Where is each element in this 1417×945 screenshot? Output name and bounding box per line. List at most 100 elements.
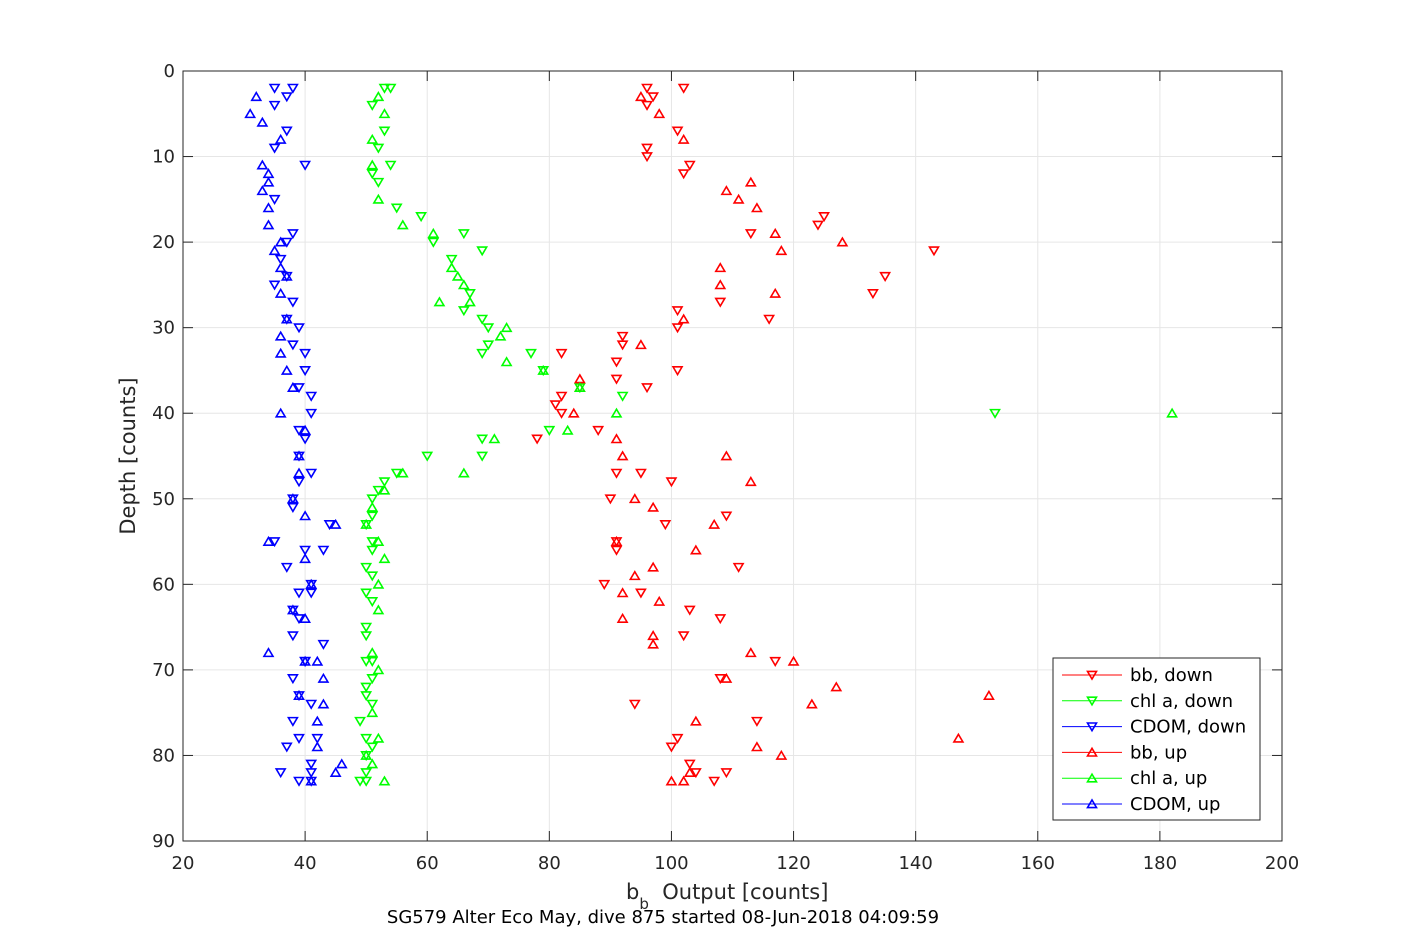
point-chl-a-down [366, 597, 379, 608]
point-cdom-up [293, 450, 305, 461]
point-cdom-down [299, 545, 312, 556]
point-chl-a-up [457, 279, 470, 290]
point-cdom-down [311, 733, 324, 744]
point-chl-a-up [573, 381, 586, 392]
x-tick-label: 140 [898, 853, 932, 874]
point-bb-down [665, 477, 678, 488]
point-cdom-up [299, 553, 312, 564]
point-cdom-down [287, 716, 299, 727]
point-bb-up [775, 245, 788, 256]
point-bb-up [677, 775, 690, 786]
point-chl-a-down [366, 699, 379, 710]
x-tick-label: 40 [294, 853, 317, 874]
point-bb-down [555, 348, 568, 359]
point-cdom-down [287, 631, 299, 642]
point-cdom-up [287, 493, 299, 504]
point-bb-up [720, 450, 733, 461]
point-cdom-up [250, 91, 263, 102]
point-chl-a-down [482, 323, 495, 334]
legend-marker-bb-up [1086, 746, 1098, 757]
point-bb-down [671, 126, 684, 137]
point-cdom-up [311, 715, 324, 726]
point-bb-down [641, 152, 653, 163]
x-tick-label: 60 [416, 853, 439, 874]
point-cdom-up [299, 510, 312, 521]
point-bb-down [641, 83, 653, 94]
point-bb-up [689, 544, 702, 555]
point-bb-up [714, 279, 727, 290]
point-cdom-down [293, 776, 305, 787]
point-cdom-down [287, 674, 299, 685]
point-bb-down [818, 212, 830, 223]
point-chl-a-down [354, 776, 366, 787]
point-chl-a-down [476, 314, 489, 325]
point-bb-up [647, 638, 660, 649]
point-bb-down [671, 366, 684, 377]
point-chl-a-up [360, 749, 373, 760]
y-tick-label: 60 [152, 574, 175, 595]
point-chl-a-down [366, 494, 379, 505]
point-chl-a-down [476, 246, 489, 257]
point-bb-down [744, 229, 757, 240]
point-chl-a-up [378, 553, 391, 564]
point-chl-a-up [372, 91, 385, 102]
x-axis-label-main: b [626, 880, 639, 904]
point-cdom-down [323, 520, 336, 531]
point-cdom-up [317, 672, 330, 683]
point-chl-a-down [445, 254, 458, 265]
point-chl-a-down [457, 229, 470, 240]
point-chl-a-up [378, 484, 391, 495]
point-bb-down [555, 391, 568, 402]
point-bb-down [641, 143, 653, 154]
point-chl-a-up [372, 578, 385, 589]
point-chl-a-down [360, 588, 373, 599]
point-chl-a-down [360, 631, 373, 642]
point-chl-a-up [366, 501, 379, 512]
x-axis-label-subscript: b [639, 895, 649, 913]
point-chl-a-up [488, 433, 501, 444]
point-chl-a-up [433, 296, 446, 307]
data-points [244, 83, 1178, 787]
point-cdom-down [305, 588, 318, 599]
point-chl-a-up [360, 518, 373, 529]
point-chl-a-up [537, 364, 550, 375]
point-bb-down [720, 768, 733, 779]
point-cdom-down [305, 768, 318, 779]
point-bb-down [677, 631, 690, 642]
point-chl-a-up [561, 424, 574, 435]
point-bb-up [628, 493, 641, 504]
point-bb-down [763, 314, 776, 325]
point-bb-down [610, 357, 623, 368]
point-chl-a-up [464, 296, 476, 307]
point-cdom-down [305, 759, 318, 770]
point-bb-down [714, 297, 727, 308]
point-cdom-down [293, 588, 305, 599]
point-cdom-up [280, 270, 293, 281]
point-bb-down [769, 656, 782, 667]
point-chl-a-up [372, 535, 385, 546]
point-chl-a-down [378, 477, 391, 488]
legend-marker-cdom-down [1086, 722, 1098, 733]
point-chl-a-down [543, 425, 556, 436]
point-bb-down [677, 169, 690, 180]
point-bb-down [531, 434, 544, 445]
point-chl-a-up [500, 322, 513, 333]
point-bb-up [653, 108, 666, 119]
point-chl-a-down [366, 100, 379, 111]
point-cdom-up [262, 176, 275, 187]
point-chl-a-up [372, 193, 385, 204]
point-cdom-up [262, 202, 275, 213]
point-chl-a-down [415, 212, 428, 223]
legend-label-bb-down: bb, down [1130, 665, 1213, 686]
point-bb-up [610, 433, 623, 444]
point-chl-a-down [372, 143, 385, 154]
point-bb-up [830, 681, 843, 692]
x-tick-label: 180 [1143, 853, 1177, 874]
point-chl-a-up [378, 775, 391, 786]
figure-caption: SG579 Alter Eco May, dive 875 started 08… [387, 907, 939, 928]
point-cdom-down [287, 502, 299, 513]
point-cdom-down [305, 391, 318, 402]
point-chl-a-down [360, 768, 373, 779]
point-cdom-up [287, 604, 299, 615]
point-chl-a-up [445, 262, 458, 273]
